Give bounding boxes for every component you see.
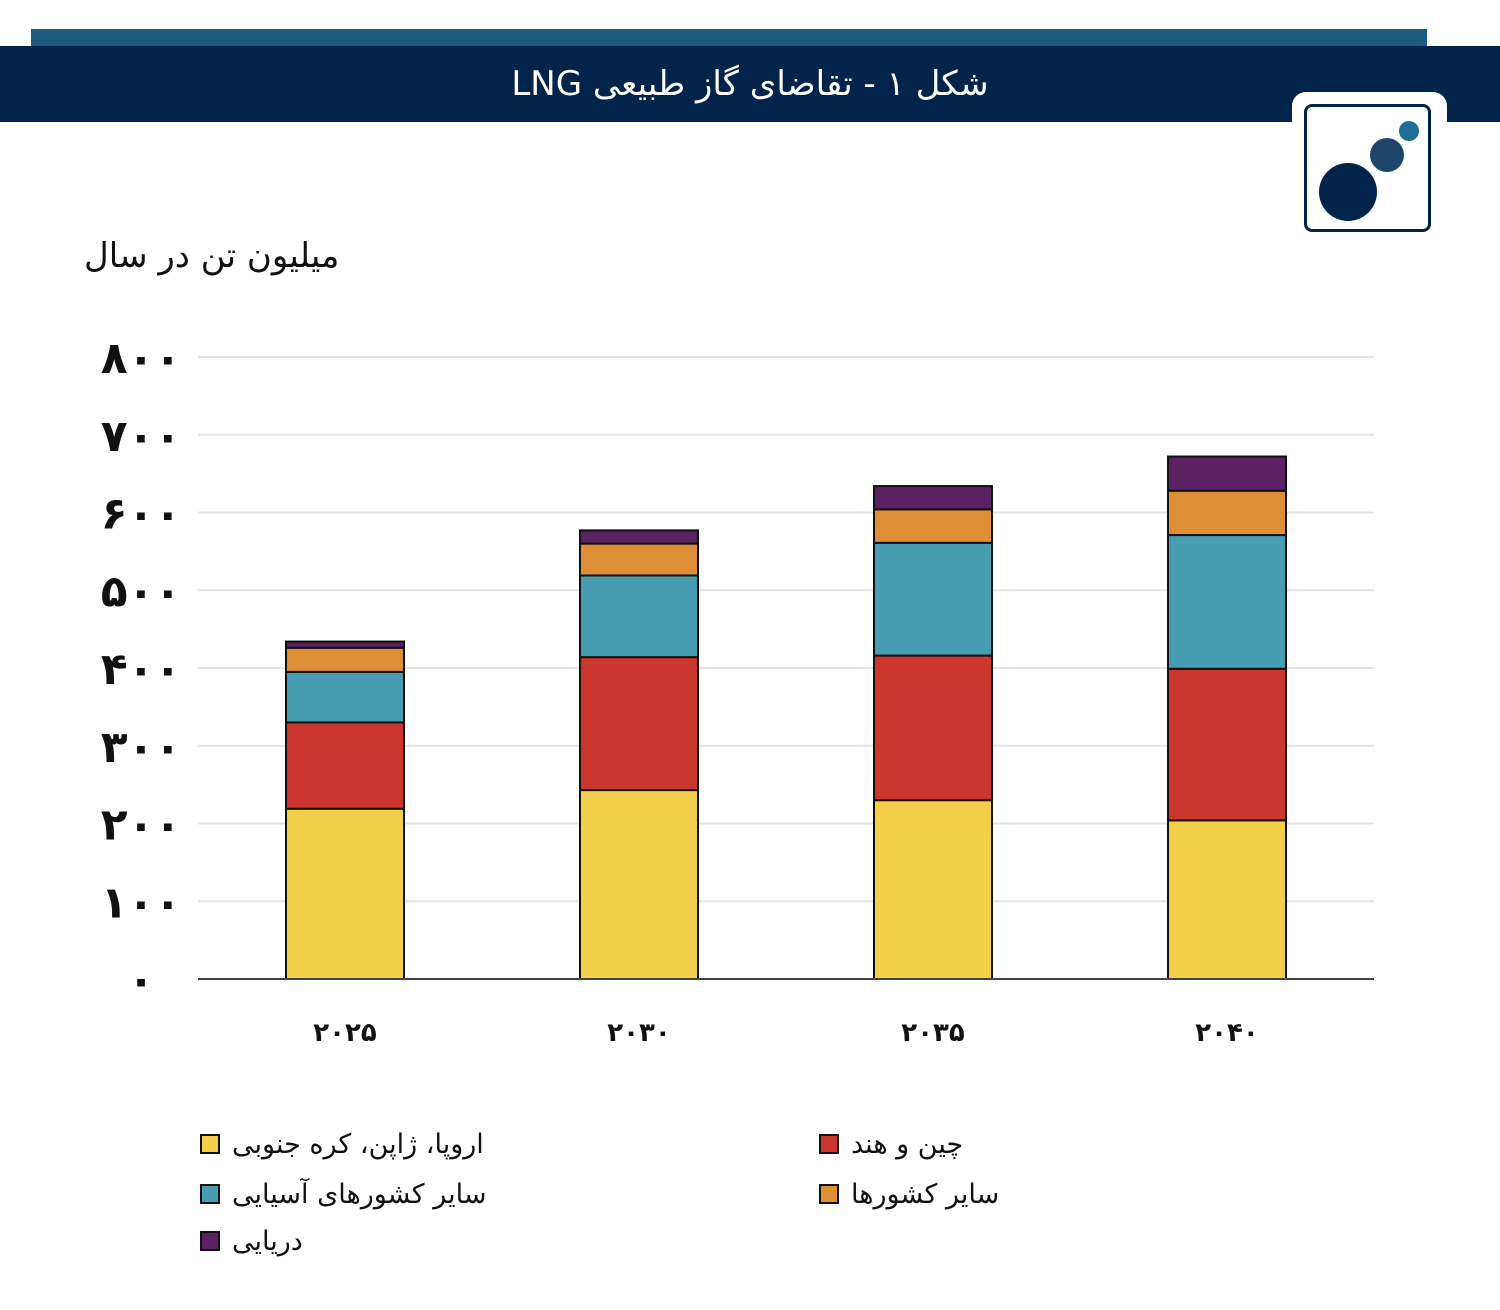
bar-segment xyxy=(1167,489,1287,537)
bar-segment xyxy=(1167,534,1287,670)
y-tick-label: ۳۰۰ xyxy=(101,722,182,773)
y-tick-label: ۶۰۰ xyxy=(101,489,182,540)
header-accent-strip xyxy=(31,29,1427,46)
legend-label: چین و هند xyxy=(851,1128,964,1160)
legend-item-europe-japan-korea: اروپا، ژاپن، کره جنوبی xyxy=(200,1126,484,1162)
legend-item-marine: دریایی xyxy=(200,1223,303,1259)
x-tick-label: ۲۰۳۵ xyxy=(901,1018,965,1048)
bar-segment xyxy=(873,508,993,544)
y-tick-label: ۰ xyxy=(128,955,155,1006)
legend-label: دریایی xyxy=(232,1225,303,1257)
legend-swatch-yellow xyxy=(200,1134,220,1154)
legend-item-other-countries: سایر کشورها xyxy=(819,1176,999,1212)
x-tick-label: ۲۰۴۰ xyxy=(1195,1018,1258,1048)
x-tick-label: ۲۰۳۰ xyxy=(607,1018,670,1048)
legend-swatch-blue xyxy=(200,1184,220,1204)
bar-segment xyxy=(285,670,405,724)
bar-segment xyxy=(285,646,405,673)
bar-segment xyxy=(579,542,699,577)
logo xyxy=(1292,92,1447,244)
y-tick-label: ۱۰۰ xyxy=(101,877,182,928)
chart-title: شکل ۱ - تقاضای گاز طبیعی LNG xyxy=(511,64,989,104)
x-tick-label: ۲۰۲۵ xyxy=(313,1018,377,1048)
bar-segment xyxy=(873,654,993,802)
circles-logo-icon xyxy=(1319,121,1419,221)
bar-segment xyxy=(579,656,699,792)
bar-segment xyxy=(285,721,405,810)
legend-item-china-india: چین و هند xyxy=(819,1126,963,1162)
bar-segment xyxy=(285,640,405,649)
y-tick-label: ۷۰۰ xyxy=(101,411,182,462)
bar-segment xyxy=(1167,819,1287,981)
bar-segment xyxy=(873,485,993,511)
header-band xyxy=(0,46,1500,122)
y-tick-label: ۸۰۰ xyxy=(101,333,182,384)
legend-label: اروپا، ژاپن، کره جنوبی xyxy=(232,1128,484,1160)
bar-segment xyxy=(285,807,405,980)
legend-swatch-orange xyxy=(819,1184,839,1204)
y-tick-label: ۵۰۰ xyxy=(101,566,182,617)
y-tick-label: ۴۰۰ xyxy=(101,644,182,695)
bar-segment xyxy=(1167,667,1287,822)
legend-label: سایر کشورهای آسیایی xyxy=(232,1178,487,1210)
bar-segment xyxy=(579,789,699,980)
legend-swatch-red xyxy=(819,1134,839,1154)
y-tick-label: ۲۰۰ xyxy=(101,800,182,851)
legend-label: سایر کشورها xyxy=(851,1178,1000,1210)
bar-segment xyxy=(579,574,699,659)
legend-item-other-asian: سایر کشورهای آسیایی xyxy=(200,1176,486,1212)
bar-segment xyxy=(1167,455,1287,492)
logo-frame xyxy=(1304,104,1431,232)
y-axis-label: میلیون تن در سال xyxy=(84,236,340,276)
bar-segment xyxy=(873,541,993,657)
legend-swatch-purple xyxy=(200,1231,220,1251)
bar-segment xyxy=(579,529,699,545)
bar-segment xyxy=(873,799,993,980)
